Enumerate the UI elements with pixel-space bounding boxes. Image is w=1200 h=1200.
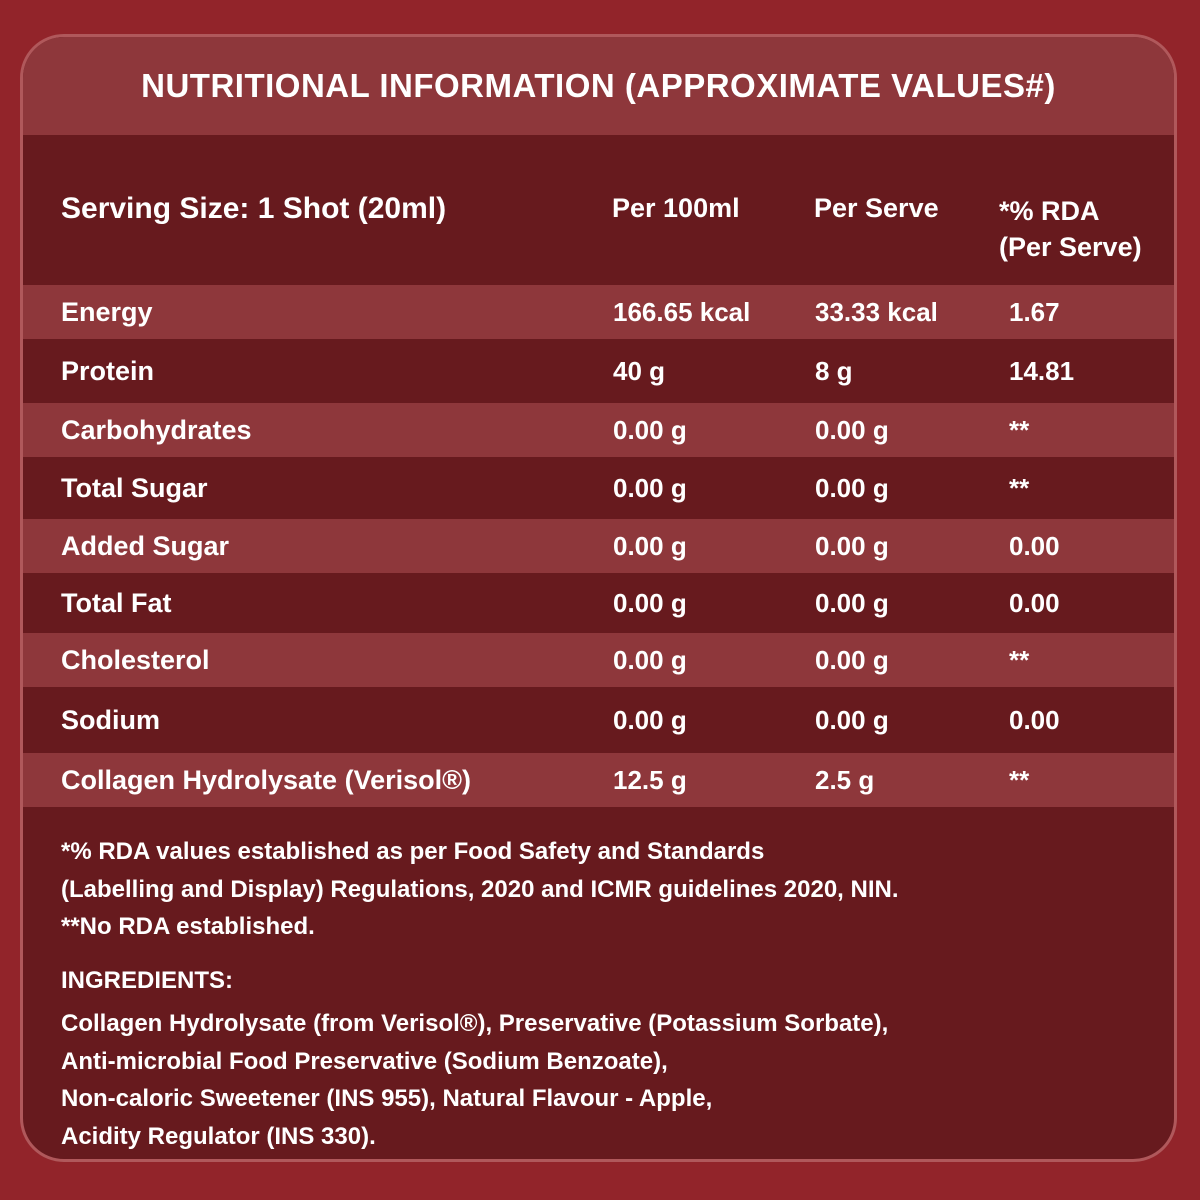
ingredients-line: Anti-microbial Food Preservative (Sodium… bbox=[61, 1047, 668, 1075]
per-serve-value: 0.00 g bbox=[815, 587, 889, 618]
footnote-line: **No RDA established. bbox=[61, 913, 315, 940]
per-serve-value: 0.00 g bbox=[815, 530, 889, 561]
nutrient-name: Energy bbox=[61, 296, 153, 327]
ingredients-line: Non-caloric Sweetener (INS 955), Natural… bbox=[61, 1085, 713, 1112]
per-100ml-value: 0.00 g bbox=[613, 644, 687, 675]
rda-value: ** bbox=[1009, 764, 1030, 795]
rda-value: 0.00 bbox=[1009, 530, 1060, 561]
per-100ml-value: 166.65 kcal bbox=[613, 296, 751, 327]
per-100ml-value: 0.00 g bbox=[613, 704, 687, 735]
serving-size-header: Serving Size: 1 Shot (20ml) bbox=[61, 192, 447, 225]
footnote-line: (Labelling and Display) Regulations, 202… bbox=[61, 875, 899, 903]
nutrient-name: Protein bbox=[61, 355, 155, 386]
nutrition-panel: NUTRITIONAL INFORMATION (APPROXIMATE VAL… bbox=[20, 34, 1177, 1162]
rda-value: 1.67 bbox=[1009, 296, 1060, 327]
table-row: Total Fat 0.00 g 0.00 g 0.00 bbox=[23, 573, 1174, 633]
nutrient-name: Total Sugar bbox=[61, 472, 208, 503]
rda-header: *% RDA (Per Serve) bbox=[999, 193, 1142, 265]
per-100ml-header: Per 100ml bbox=[612, 193, 740, 223]
per-serve-value: 0.00 g bbox=[815, 414, 889, 445]
per-serve-value: 8 g bbox=[815, 355, 853, 386]
rda-value: ** bbox=[1009, 472, 1030, 503]
ingredients-heading: INGREDIENTS: bbox=[61, 967, 234, 994]
table-row: Energy 166.65 kcal 33.33 kcal 1.67 bbox=[23, 285, 1174, 339]
title-bar: NUTRITIONAL INFORMATION (APPROXIMATE VAL… bbox=[23, 37, 1174, 135]
table-header: Serving Size: 1 Shot (20ml) Per 100ml Pe… bbox=[23, 135, 1174, 285]
ingredients-line: Collagen Hydrolysate (from Verisol®), Pr… bbox=[61, 1010, 889, 1037]
per-serve-value: 2.5 g bbox=[815, 764, 875, 795]
per-serve-value: 33.33 kcal bbox=[815, 296, 938, 327]
rda-header-line-1: *% RDA bbox=[999, 196, 1100, 226]
table-row: Carbohydrates 0.00 g 0.00 g ** bbox=[23, 403, 1174, 457]
rda-value: ** bbox=[1009, 414, 1030, 445]
rda-value: 14.81 bbox=[1009, 355, 1075, 386]
nutrient-name: Collagen Hydrolysate (Verisol®) bbox=[61, 764, 472, 795]
nutrient-name: Total Fat bbox=[61, 587, 172, 618]
rda-header-line-2: (Per Serve) bbox=[999, 232, 1142, 262]
rda-value: 0.00 bbox=[1009, 704, 1060, 735]
per-100ml-value: 12.5 g bbox=[613, 764, 687, 795]
nutrient-name: Added Sugar bbox=[61, 530, 230, 561]
nutrient-name: Cholesterol bbox=[61, 644, 210, 675]
table-row: Sodium 0.00 g 0.00 g 0.00 bbox=[23, 687, 1174, 753]
ingredients-list: Collagen Hydrolysate (from Verisol®), Pr… bbox=[61, 1005, 1151, 1155]
per-serve-value: 0.00 g bbox=[815, 704, 889, 735]
page-title: NUTRITIONAL INFORMATION (APPROXIMATE VAL… bbox=[141, 67, 1056, 104]
per-serve-value: 0.00 g bbox=[815, 644, 889, 675]
per-100ml-value: 0.00 g bbox=[613, 587, 687, 618]
per-serve-header: Per Serve bbox=[814, 193, 939, 223]
nutrient-name: Sodium bbox=[61, 704, 160, 735]
per-100ml-value: 40 g bbox=[613, 355, 666, 386]
nutrient-name: Carbohydrates bbox=[61, 414, 252, 445]
rda-value: ** bbox=[1009, 644, 1030, 675]
rda-footnotes: *% RDA values established as per Food Sa… bbox=[61, 833, 1151, 946]
rda-value: 0.00 bbox=[1009, 587, 1060, 618]
footnote-line: *% RDA values established as per Food Sa… bbox=[61, 838, 765, 865]
per-100ml-value: 0.00 g bbox=[613, 472, 687, 503]
table-row: Collagen Hydrolysate (Verisol®) 12.5 g 2… bbox=[23, 753, 1174, 807]
per-100ml-value: 0.00 g bbox=[613, 530, 687, 561]
table-row: Cholesterol 0.00 g 0.00 g ** bbox=[23, 633, 1174, 687]
per-serve-value: 0.00 g bbox=[815, 472, 889, 503]
ingredients-line: Acidity Regulator (INS 330). bbox=[61, 1122, 376, 1150]
table-row: Total Sugar 0.00 g 0.00 g ** bbox=[23, 457, 1174, 519]
table-row: Added Sugar 0.00 g 0.00 g 0.00 bbox=[23, 519, 1174, 573]
per-100ml-value: 0.00 g bbox=[613, 414, 687, 445]
table-row: Protein 40 g 8 g 14.81 bbox=[23, 339, 1174, 403]
